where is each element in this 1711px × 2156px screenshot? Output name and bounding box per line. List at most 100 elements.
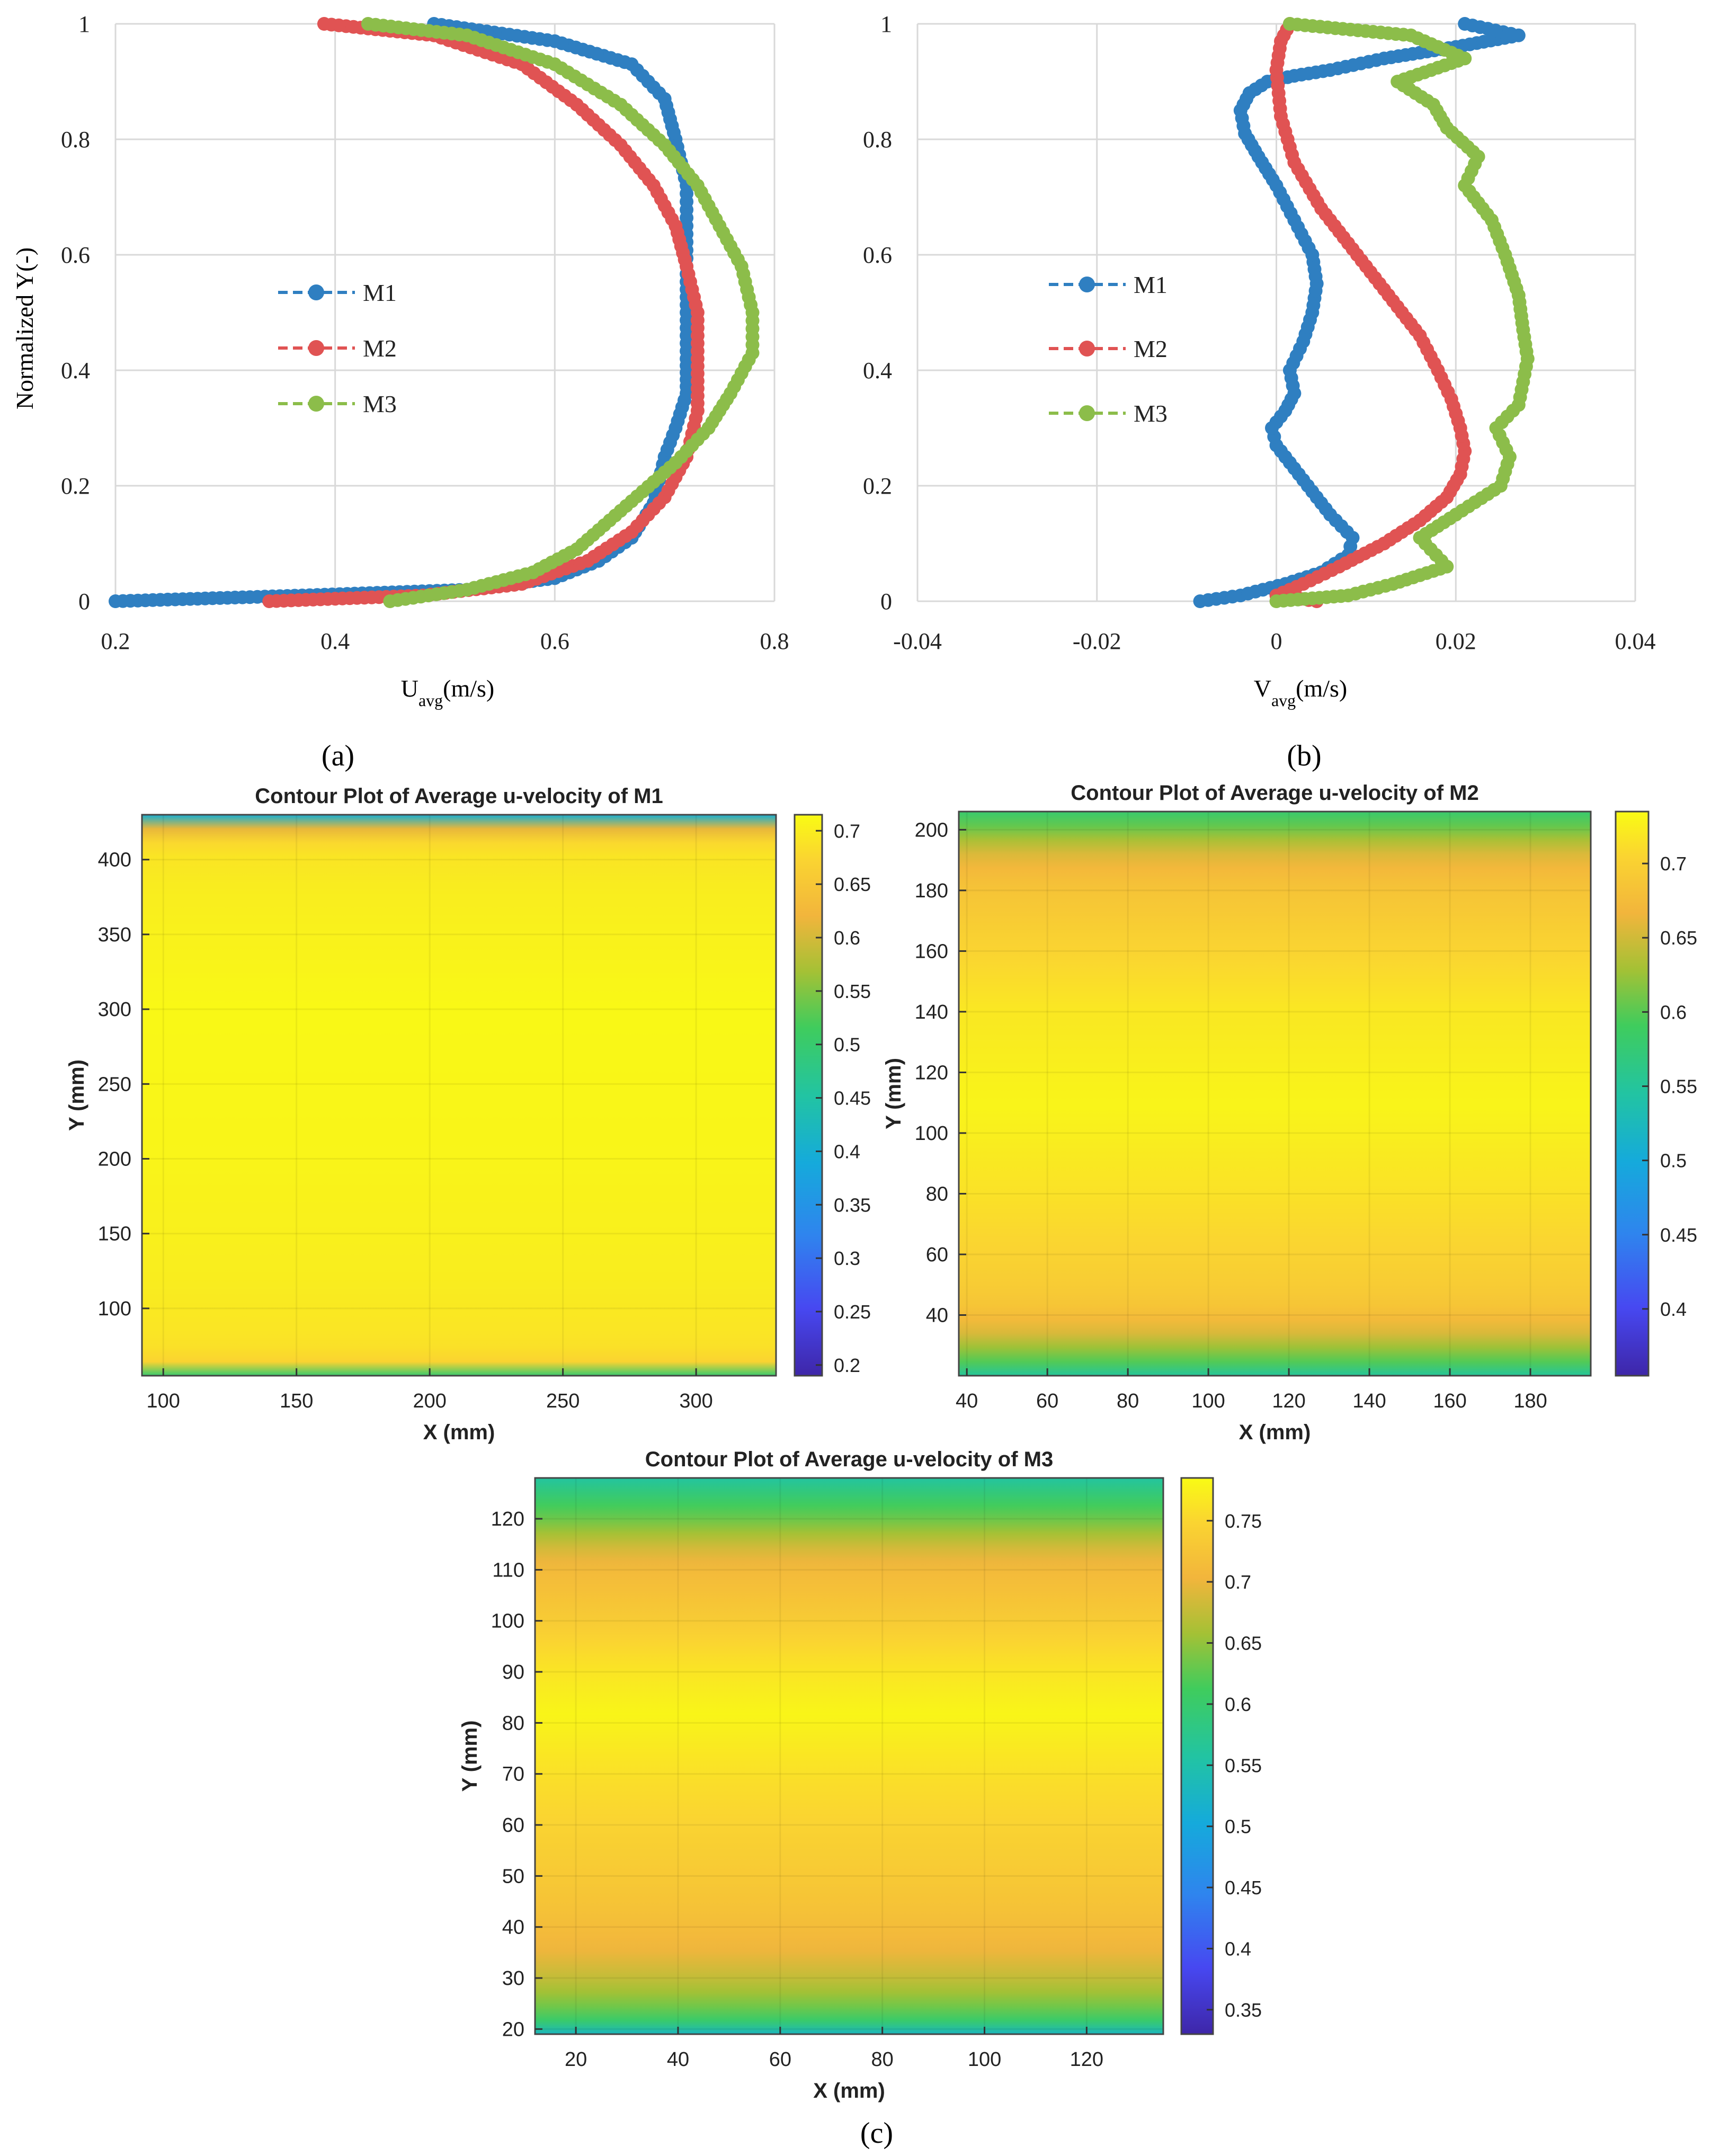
heatmap-m1: 100 150 200 250 300 100 150 200 250 300 350 400 Cont… <box>65 785 871 1444</box>
series-group <box>109 17 760 608</box>
series-line <box>115 22 689 603</box>
series-m2 <box>262 17 705 608</box>
legend-marker <box>308 340 324 356</box>
y-tick-label: 0 <box>78 589 90 614</box>
y-tick-labels: 0 0.2 0.4 0.6 0.8 1 <box>61 11 90 614</box>
x-tick-label: 0.6 <box>540 628 569 654</box>
colorbar-tick-label: 0.7 <box>1660 853 1687 875</box>
x-axis-label: X (mm) <box>423 1421 495 1444</box>
heatmap-field <box>142 815 776 1376</box>
colorbar-tick-label: 0.4 <box>1225 1938 1251 1959</box>
colorbar-scale <box>1180 1477 1214 2035</box>
chart-title: Contour Plot of Average u-velocity of M1 <box>255 785 663 808</box>
series-m2 <box>1269 17 1472 608</box>
colorbar-tick-label: 0.35 <box>1225 1999 1262 2021</box>
figure-label-c: (c) <box>860 2117 893 2150</box>
y-tick-label: 0.2 <box>61 473 90 499</box>
y-tick-label: 140 <box>915 1001 948 1023</box>
series-line <box>1200 22 1520 603</box>
series-m3 <box>361 17 760 608</box>
data-point <box>1282 17 1297 31</box>
colorbar-tick-label: 0.4 <box>834 1141 860 1162</box>
colorbar-tick-label: 0.75 <box>1225 1510 1262 1532</box>
x-tick-label: 80 <box>871 2048 894 2071</box>
legend-marker <box>1079 341 1095 357</box>
colorbar-tick-label: 0.55 <box>1225 1754 1262 1776</box>
x-tick-label: 20 <box>565 2048 587 2071</box>
colorbar-tick-label: 0.4 <box>1660 1298 1687 1320</box>
x-axis-label: Vavg(m/s) <box>1254 675 1348 710</box>
series-group <box>1193 17 1535 608</box>
y-tick-label: 0.2 <box>863 473 892 499</box>
grid <box>114 23 776 602</box>
x-tick-label: 0.4 <box>320 628 350 654</box>
x-tick-label: 0.02 <box>1436 628 1476 654</box>
colorbar-tick-label: 0.5 <box>1660 1150 1687 1172</box>
y-tick-label: 160 <box>915 940 948 963</box>
legend-item-m2: M2 <box>1049 335 1168 362</box>
x-tick-label: -0.02 <box>1073 628 1121 654</box>
panel-b-line-chart: -0.04 -0.02 0 0.02 0.04 00.20.40.60.81 M1M2M… <box>863 11 1656 710</box>
y-tick-label: 100 <box>915 1122 948 1145</box>
y-tick-label: 80 <box>926 1183 948 1205</box>
y-tick-label: 400 <box>98 849 131 871</box>
chart-title: Contour Plot of Average u-velocity of M3 <box>645 1448 1053 1471</box>
y-tick-label: 200 <box>98 1148 131 1171</box>
colorbar-tick-label: 0.65 <box>834 874 871 895</box>
legend-label: M2 <box>1134 335 1168 362</box>
y-tick-label: 150 <box>98 1223 131 1245</box>
y-axis-label: Normalized Y(-) <box>11 247 38 409</box>
x-tick-label: 40 <box>956 1390 978 1412</box>
colorbar-tick-label: 0.6 <box>1225 1694 1251 1715</box>
y-tick-label: 120 <box>491 1508 524 1530</box>
y-tick-label: 60 <box>926 1244 948 1266</box>
y-tick-label: 250 <box>98 1073 131 1095</box>
legend: M1 M2 M3 <box>1049 271 1168 427</box>
colorbar-tick-label: 0.5 <box>834 1034 860 1056</box>
colorbar-tick-label: 0.55 <box>834 981 871 1002</box>
x-tick-label: 100 <box>1191 1390 1225 1412</box>
y-tick-label: 0.4 <box>863 358 892 384</box>
x-tick-label: 60 <box>1036 1390 1058 1412</box>
data-point <box>361 17 375 31</box>
x-tick-label: 0.04 <box>1615 628 1656 654</box>
y-tick-label: 0.4 <box>61 358 90 384</box>
y-tick-label: 80 <box>502 1712 524 1734</box>
x-tick-label: 250 <box>546 1390 580 1412</box>
legend-label: M3 <box>1134 400 1168 427</box>
legend-item-m3: M3 <box>1049 400 1168 427</box>
plot-frame <box>534 1477 1164 2035</box>
colorbar-tick-label: 0.5 <box>1225 1816 1251 1838</box>
figure-label-b: (b) <box>1287 740 1321 772</box>
figure-label-a: (a) <box>322 740 354 772</box>
colorbar: 0.2 0.25 0.3 0.35 0.4 0.45 0.5 0.55 0.6 0.65 0.7 <box>794 814 871 1377</box>
y-tick-label: 70 <box>502 1763 524 1786</box>
series-m1 <box>1193 17 1526 608</box>
colorbar-tick-label: 0.25 <box>834 1301 871 1323</box>
y-tick-label: 100 <box>491 1610 524 1633</box>
y-tick-label: 0 <box>880 589 892 614</box>
plot-frame <box>958 810 1592 1377</box>
colorbar-tick-label: 0.7 <box>1225 1571 1251 1593</box>
y-tick-label: 0.6 <box>863 242 892 268</box>
y-tick-label: 0.6 <box>61 242 90 268</box>
x-tick-label: 120 <box>1070 2048 1103 2071</box>
x-tick-label: 40 <box>667 2048 689 2071</box>
x-tick-label: 100 <box>968 2048 1001 2071</box>
legend-item-m2: M2 <box>278 335 397 362</box>
y-tick-label: 50 <box>502 1865 524 1887</box>
plot-frame <box>141 814 777 1377</box>
x-tick-label: 160 <box>1433 1390 1466 1412</box>
y-axis-label: Y (mm) <box>65 1059 88 1131</box>
heatmap-field <box>959 812 1591 1376</box>
legend-label: M1 <box>363 279 397 306</box>
y-tick-label: 200 <box>915 819 948 841</box>
x-axis-label: X (mm) <box>1239 1421 1311 1444</box>
legend-item-m1: M1 <box>278 279 397 306</box>
y-tick-label: 100 <box>98 1298 131 1320</box>
x-tick-label: 80 <box>1117 1390 1139 1412</box>
y-tick-label: 110 <box>492 1559 524 1581</box>
x-tick-label: 150 <box>280 1390 313 1412</box>
colorbar-tick-label: 0.55 <box>1660 1075 1697 1097</box>
x-tick-labels: 0.2 0.4 0.6 0.8 <box>101 628 789 654</box>
